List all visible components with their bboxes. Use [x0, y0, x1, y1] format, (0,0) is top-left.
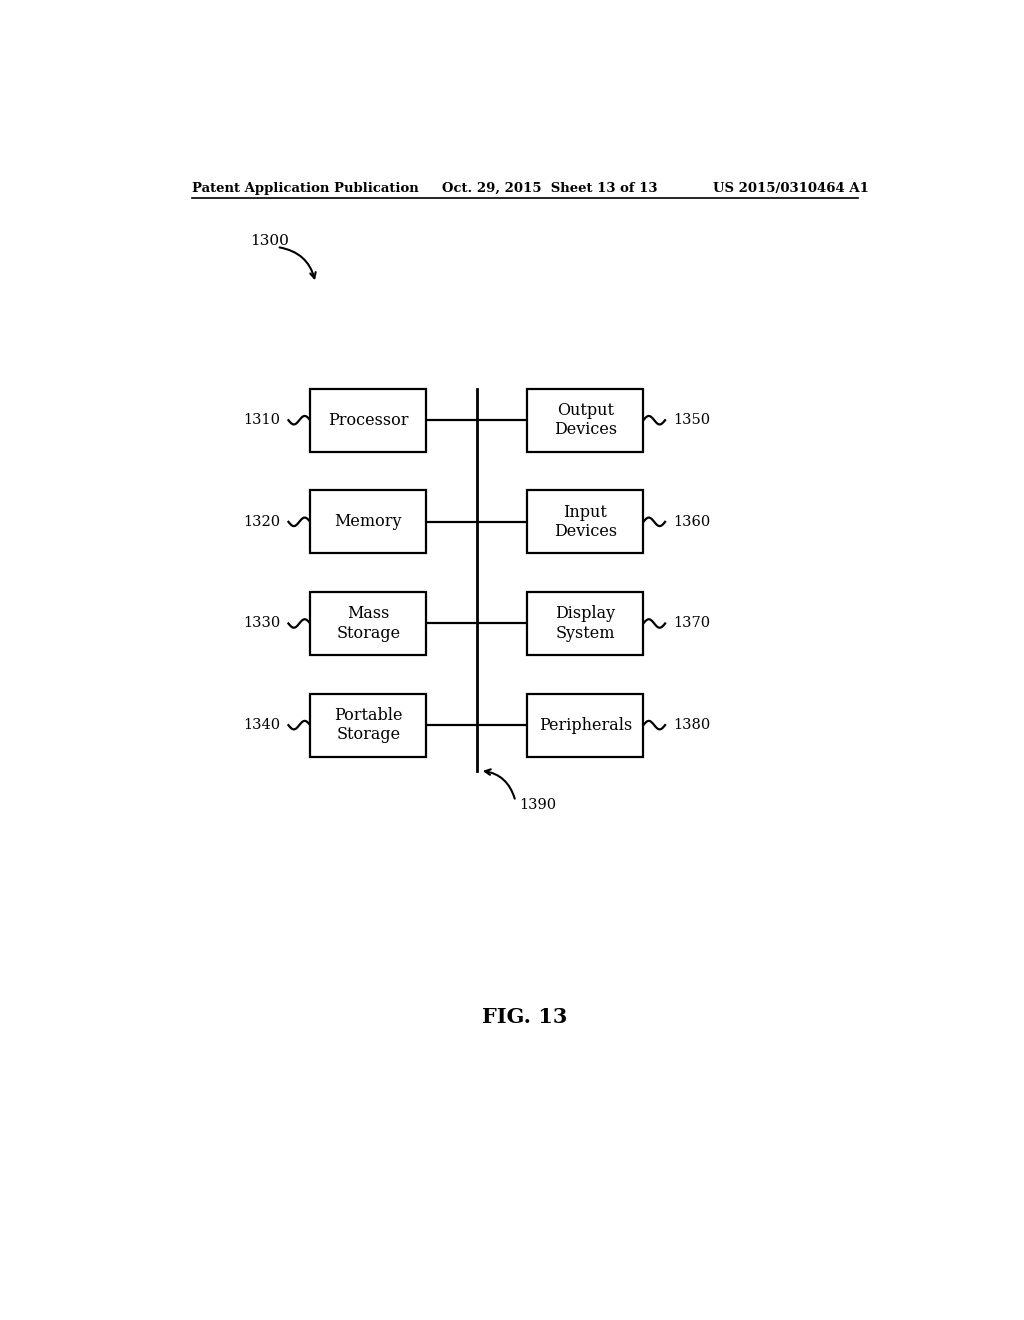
Text: FIG. 13: FIG. 13 — [482, 1007, 567, 1027]
Text: Portable
Storage: Portable Storage — [334, 706, 402, 743]
FancyBboxPatch shape — [310, 490, 426, 553]
Text: 1390: 1390 — [519, 799, 556, 812]
FancyBboxPatch shape — [527, 388, 643, 451]
Text: 1370: 1370 — [673, 616, 710, 631]
Text: Oct. 29, 2015  Sheet 13 of 13: Oct. 29, 2015 Sheet 13 of 13 — [442, 182, 657, 194]
Text: 1350: 1350 — [673, 413, 710, 428]
Text: 1300: 1300 — [251, 234, 290, 248]
Text: 1380: 1380 — [673, 718, 710, 733]
Text: 1330: 1330 — [244, 616, 281, 631]
FancyBboxPatch shape — [310, 591, 426, 655]
Text: Mass
Storage: Mass Storage — [336, 605, 400, 642]
FancyBboxPatch shape — [310, 388, 426, 451]
Text: Input
Devices: Input Devices — [554, 503, 616, 540]
Text: 1310: 1310 — [244, 413, 281, 428]
Text: 1360: 1360 — [673, 515, 710, 529]
FancyBboxPatch shape — [527, 490, 643, 553]
Text: Display
System: Display System — [555, 605, 615, 642]
Text: Patent Application Publication: Patent Application Publication — [191, 182, 418, 194]
Text: 1340: 1340 — [244, 718, 281, 733]
Text: Memory: Memory — [335, 513, 402, 531]
Text: Output
Devices: Output Devices — [554, 401, 616, 438]
Text: Peripherals: Peripherals — [539, 717, 632, 734]
FancyBboxPatch shape — [527, 693, 643, 756]
Text: 1320: 1320 — [244, 515, 281, 529]
Text: Processor: Processor — [328, 412, 409, 429]
Text: US 2015/0310464 A1: US 2015/0310464 A1 — [713, 182, 869, 194]
FancyBboxPatch shape — [310, 693, 426, 756]
FancyBboxPatch shape — [527, 591, 643, 655]
